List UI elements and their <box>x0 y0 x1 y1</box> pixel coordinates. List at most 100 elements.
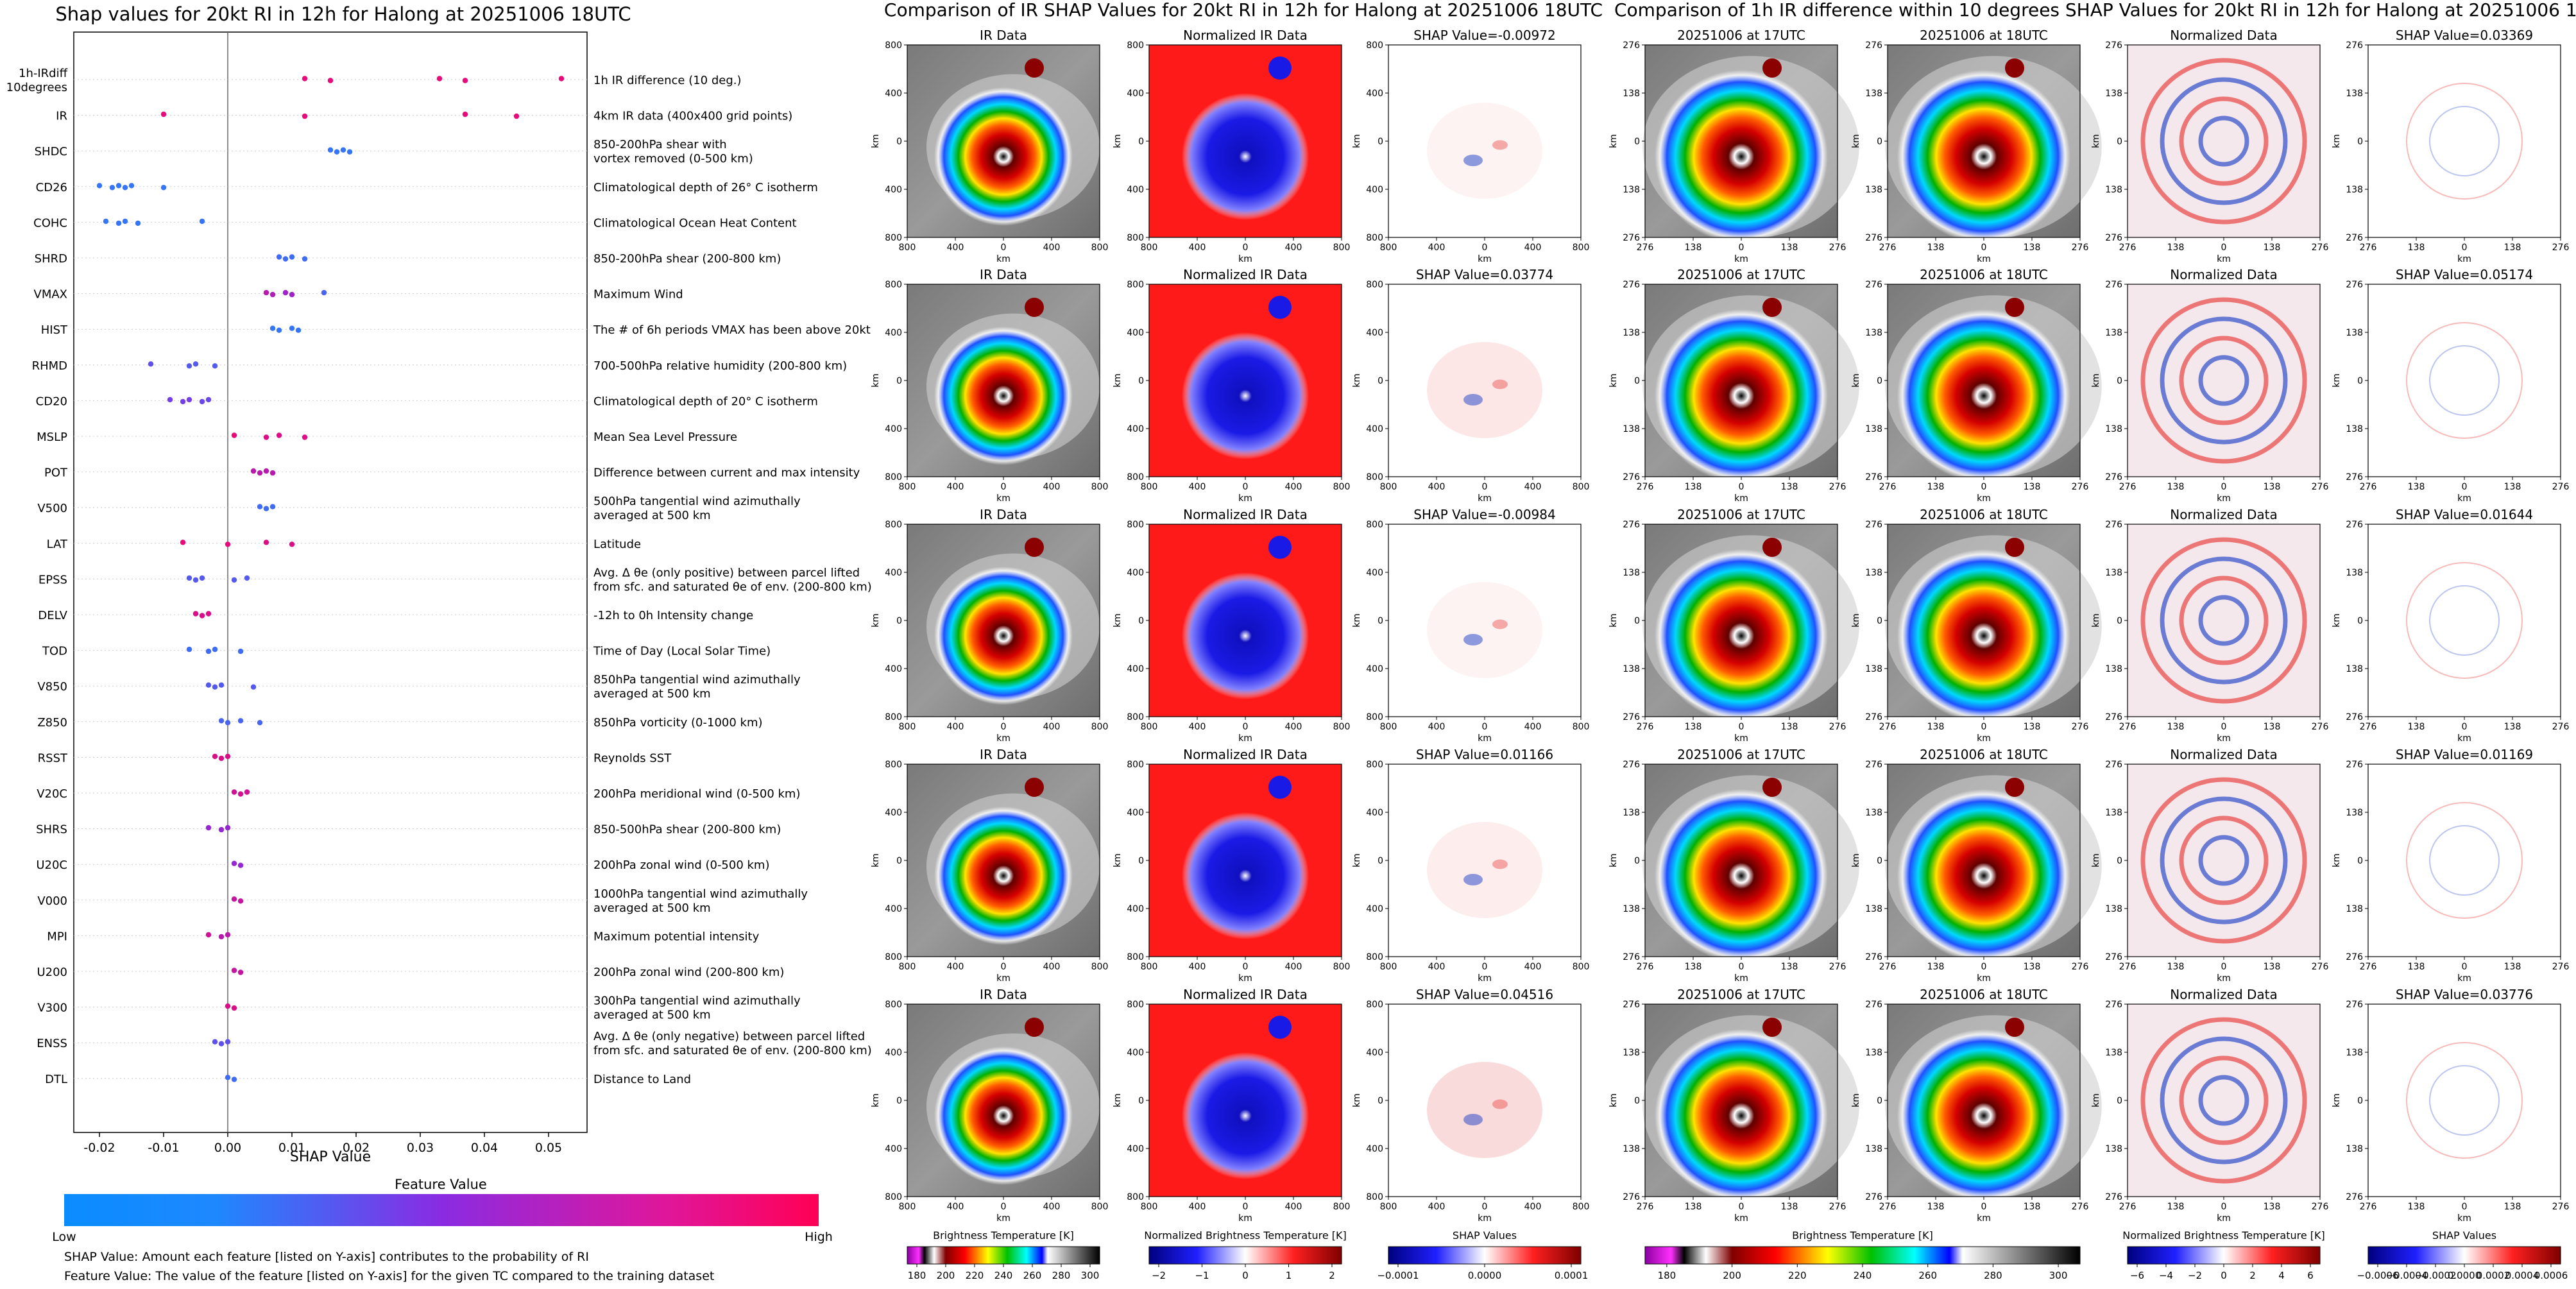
shap-point <box>160 111 167 117</box>
convective-cell <box>2005 298 2024 317</box>
x-tick-label: 0 <box>2221 482 2227 492</box>
x-tick-label: 400 <box>1285 243 1302 253</box>
x-tick-label: 800 <box>1333 243 1351 253</box>
x-tick-label: 138 <box>1781 962 1798 972</box>
shap-point <box>263 506 269 511</box>
y-tick-label: 800 <box>885 40 902 51</box>
y-tick-label: 276 <box>1865 1000 1882 1010</box>
x-axis-label: km <box>1238 733 1252 744</box>
x-tick-label: 276 <box>1879 962 1897 972</box>
shap-point <box>263 468 269 474</box>
shap-point <box>212 753 218 760</box>
x-tick-label: 138 <box>1927 243 1945 253</box>
storm-core <box>1897 789 2070 962</box>
x-tick-label: 138 <box>1685 482 1702 492</box>
y-axis-label: km <box>2091 134 2101 148</box>
shap-point <box>263 540 269 545</box>
shap-diff-ring <box>2406 562 2523 679</box>
storm-core <box>934 327 1073 465</box>
y-tick-label: 276 <box>1623 280 1640 290</box>
shap-point <box>199 398 205 405</box>
y-tick-label: 0 <box>1378 616 1383 626</box>
irdiff-row: 20251006 at 17UTC27627613813800138138276… <box>1608 267 2569 504</box>
x-tick-label: 400 <box>1189 482 1206 492</box>
y-tick-label: 276 <box>1865 280 1882 290</box>
x-tick-label: 800 <box>1573 722 1590 732</box>
colorbar-tick-label: −0.0006 <box>2357 1270 2398 1281</box>
x-axis-label: km <box>1977 493 1991 504</box>
feature-row-shrs: SHRS 850-500hPa shear (200-800 km) <box>36 823 781 837</box>
panel-title: Normalized Data <box>2170 987 2278 1002</box>
normdiff-band <box>2198 835 2249 886</box>
y-tick-label: 800 <box>1366 1000 1383 1010</box>
feature-description-label: 300hPa tangential wind azimuthally averag… <box>593 994 801 1022</box>
y-tick-label: 276 <box>1865 952 1882 962</box>
x-tick-label: 138 <box>2264 482 2281 492</box>
x-axis-label: km <box>2217 1213 2231 1224</box>
shap-diff-ring <box>2429 106 2500 176</box>
feature-value-colorbar-label: Feature Value <box>395 1177 487 1192</box>
feature-row-hist: HIST The # of 6h periods VMAX has been ab… <box>41 323 871 337</box>
norm-cell <box>1268 1016 1292 1039</box>
x-tick-label: 276 <box>1829 243 1847 253</box>
y-tick-label: 0 <box>896 376 902 386</box>
x-tick-label: 0 <box>1981 482 1987 492</box>
y-tick-label: 400 <box>885 904 902 914</box>
x-axis-label: km <box>1478 733 1492 744</box>
shap-point <box>212 646 218 653</box>
feature-description-label: Maximum potential intensity <box>593 930 760 943</box>
shap-point <box>302 256 308 262</box>
shap-point <box>205 682 212 688</box>
normdiff-band <box>2179 96 2269 186</box>
x-axis-label: km <box>2217 973 2231 984</box>
x-axis-label: km <box>996 733 1011 744</box>
shap-point <box>225 1075 231 1080</box>
x-tick-label: 276 <box>2552 482 2570 492</box>
y-tick-label: 800 <box>885 233 902 243</box>
convective-cell <box>1762 298 1782 317</box>
y-tick-label: 400 <box>1366 568 1383 578</box>
ir-18utc-panel: 20251006 at 18UTC27627613813800138138276… <box>1851 267 2102 504</box>
y-tick-label: 0 <box>1138 376 1144 386</box>
feature-name-label: HIST <box>41 323 68 337</box>
feature-description-label: 1h IR difference (10 deg.) <box>593 74 742 87</box>
feature-description-label: Climatological Ocean Heat Content <box>593 216 797 230</box>
y-axis-label: km <box>871 134 881 148</box>
y-tick-label: 276 <box>2346 1192 2363 1202</box>
y-tick-label: 138 <box>2105 904 2122 914</box>
x-tick-label: 276 <box>2552 243 2570 253</box>
storm-core <box>1897 1029 2070 1202</box>
x-tick-label: 0.05 <box>535 1141 562 1155</box>
rainband <box>1935 587 2033 685</box>
feature-row-v500: V500 500hPa tangential wind azimuthally av… <box>37 495 801 522</box>
x-tick-label: 0 <box>1482 243 1488 253</box>
x-axis-label: km <box>1238 973 1252 984</box>
y-axis-label: km <box>2332 853 2342 867</box>
y-axis-label: km <box>1352 1093 1362 1107</box>
x-tick-label: 138 <box>2024 722 2041 732</box>
y-tick-label: 138 <box>2346 1048 2363 1058</box>
x-tick-label: 0 <box>1001 243 1007 253</box>
y-tick-label: 800 <box>1366 520 1383 530</box>
y-tick-label: 138 <box>2105 568 2122 578</box>
y-tick-label: 0 <box>1138 616 1144 626</box>
y-tick-label: 276 <box>1623 760 1640 770</box>
shap-point <box>186 575 192 581</box>
panel-title: 20251006 at 17UTC <box>1677 507 1805 522</box>
y-tick-label: 138 <box>2346 808 2363 818</box>
x-tick-label: 138 <box>2024 482 2041 492</box>
ir-shap-panel: SHAP Value=-0.00984800800400400004004008… <box>1352 507 1589 744</box>
x-tick-label: 276 <box>2072 1202 2089 1212</box>
colorbar-tick-label: 0.0000 <box>1468 1270 1502 1281</box>
convective-cell <box>1762 1018 1782 1037</box>
feature-name-label: V850 <box>37 680 67 694</box>
panel-title: 20251006 at 18UTC <box>1920 267 2048 282</box>
shap-background <box>2368 1004 2561 1197</box>
shap-point <box>205 648 212 654</box>
shap-diff-ring <box>2406 1042 2523 1159</box>
normdiff-band <box>2160 316 2288 445</box>
x-tick-label: 276 <box>2312 243 2329 253</box>
feature-description-label: 850-200hPa shear with vortex removed (0-5… <box>593 138 753 166</box>
x-tick-label: 0 <box>1243 722 1249 732</box>
y-axis-label: km <box>1113 613 1123 627</box>
